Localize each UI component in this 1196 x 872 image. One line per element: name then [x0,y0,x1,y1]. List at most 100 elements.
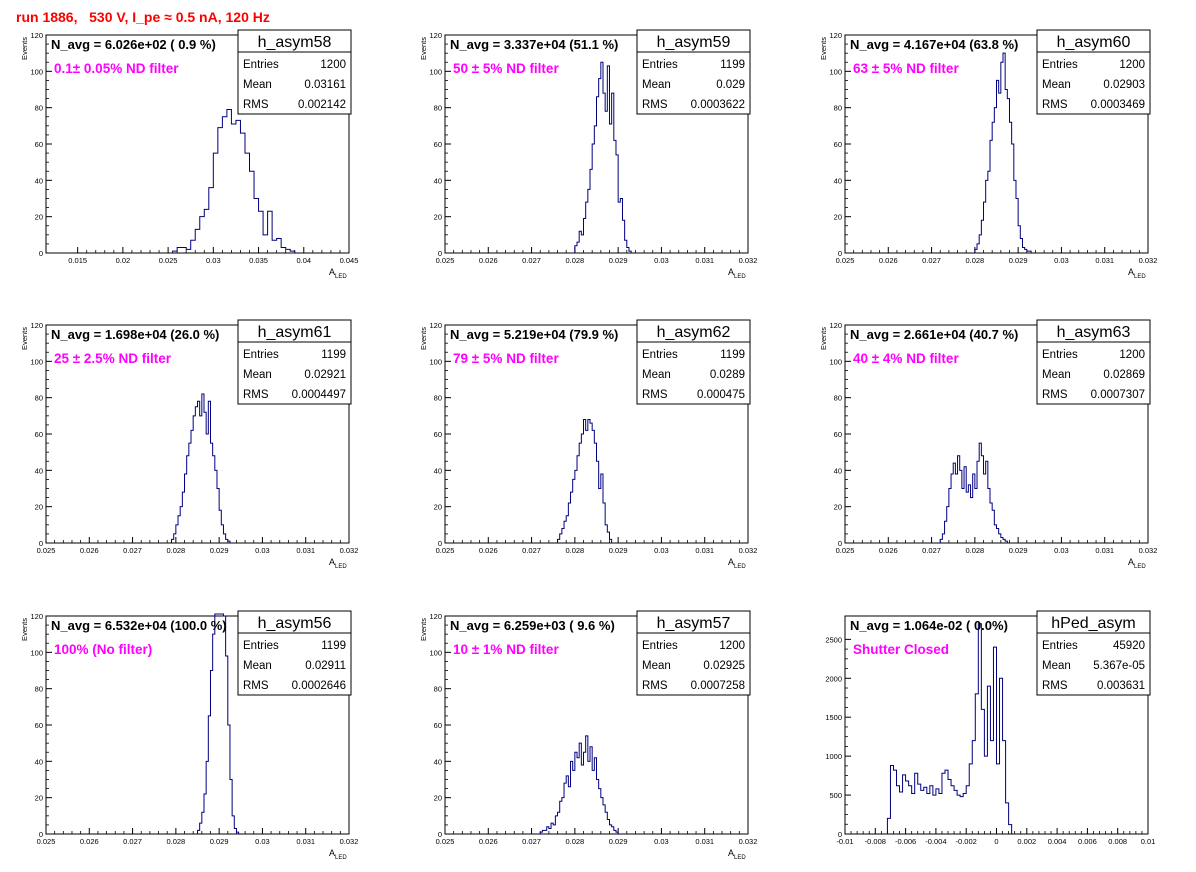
panel-h_asym59: 0.025 0.026 0.027 0.028 0.029 0.03 0.031 0.032 0… [419,29,757,280]
x-tick-label: 0.032 [739,546,758,555]
y-tick-label: 120 [30,321,43,330]
histogram-line [574,61,632,253]
stats-key: RMS [243,99,269,111]
y-tick-label: 60 [35,721,43,730]
y-axis-label: Events [419,327,428,350]
stats-key: Entries [243,640,279,652]
y-tick-label: 80 [834,104,842,113]
x-tick-label: 0.025 [436,837,455,846]
navg-label: N_avg = 4.167e+04 (63.8 %) [850,37,1018,52]
x-tick-label: 0.026 [879,256,898,265]
x-tick-label: 0.031 [695,837,714,846]
stats-value: 0.02921 [304,369,346,381]
x-axis-label: ALED [728,848,746,861]
y-tick-label: 120 [829,321,842,330]
y-tick-label: 80 [35,394,43,403]
y-tick-label: 0 [438,539,442,548]
stats-value: 1200 [1119,59,1145,71]
x-tick-label: 0.027 [522,837,541,846]
x-tick-label: 0.025 [836,256,855,265]
stats-value: 0.0007258 [691,680,745,692]
stats-key: Entries [1042,59,1078,71]
y-tick-label: 0 [39,249,43,258]
x-tick-label: -0.004 [925,837,946,846]
stats-box [1036,51,1151,115]
stats-key: Entries [243,349,279,361]
stats-key: Entries [642,640,678,652]
histogram-line [974,52,1032,253]
x-tick-label: 0.035 [249,256,268,265]
filter-label: 50 ± 5% ND filter [453,61,559,76]
stats-value: 0.0004497 [292,389,346,401]
x-tick-label: 0.045 [340,256,359,265]
filter-label: 40 ± 4% ND filter [853,351,959,366]
y-tick-label: 60 [834,140,842,149]
stats-key: RMS [1042,680,1068,692]
x-tick-label: 0.028 [965,546,984,555]
y-tick-label: 40 [834,176,842,185]
histogram-name: h_asym60 [1057,34,1131,51]
y-tick-label: 1000 [825,752,842,761]
y-axis-label: Events [20,618,29,641]
stats-value: 0.003631 [1097,680,1145,692]
stats-key: Entries [642,59,678,71]
x-tick-label: 0.026 [80,546,99,555]
x-tick-label: 0.025 [37,546,56,555]
x-tick-label: -0.006 [895,837,916,846]
panel-h_asym58: 0.015 0.02 0.025 0.03 0.035 0.04 0.045 0 20 40 60 8… [20,29,359,280]
x-tick-label: 0.028 [166,837,185,846]
stats-box [636,632,751,696]
x-tick-label: -0.002 [956,837,977,846]
y-tick-label: 0 [838,830,842,839]
y-axis-label: Events [20,327,29,350]
histogram-line [539,735,619,834]
navg-label: N_avg = 1.064e-02 ( 0.0%) [850,618,1008,633]
x-tick-label: 0.028 [565,837,584,846]
x-axis-label: ALED [329,848,347,861]
histogram-line [172,108,296,253]
y-tick-label: 120 [829,31,842,40]
histogram-line [171,393,231,543]
x-axis-label: ALED [1128,557,1146,570]
navg-label: N_avg = 1.698e+04 (26.0 %) [51,327,219,342]
x-tick-label: 0.004 [1048,837,1067,846]
x-tick-label: 0.029 [1009,546,1028,555]
stats-box [1036,632,1151,696]
stats-key: Mean [1042,79,1071,91]
run-title: run 1886, 530 V, I_pe ≈ 0.5 nA, 120 Hz [16,9,270,25]
stats-value: 1199 [720,59,745,71]
x-tick-label: 0.03 [1054,546,1069,555]
y-tick-label: 40 [35,757,43,766]
filter-label: 63 ± 5% ND filter [853,61,959,76]
stats-key: Mean [1042,369,1071,381]
x-tick-label: 0.026 [80,837,99,846]
y-tick-label: 100 [429,648,442,657]
y-axis-label: Events [819,327,828,350]
x-tick-label: 0.03 [255,837,270,846]
panel-h_asym62: 0.025 0.026 0.027 0.028 0.029 0.03 0.031 0.032 0… [419,319,758,570]
y-tick-label: 80 [834,394,842,403]
y-axis-label: Events [419,37,428,60]
x-tick-label: 0.002 [1017,837,1036,846]
y-tick-label: 100 [429,67,442,76]
x-tick-label: 0.026 [879,546,898,555]
y-tick-label: 0 [39,539,43,548]
x-tick-label: 0.028 [965,256,984,265]
stats-value: 1200 [320,59,346,71]
stats-key: Mean [243,660,272,672]
y-tick-label: 40 [434,176,442,185]
stats-value: 0.0289 [710,369,745,381]
stats-key: Mean [642,79,671,91]
y-tick-label: 20 [434,213,442,222]
x-tick-label: 0.025 [436,256,455,265]
x-tick-label: 0.025 [159,256,178,265]
stats-key: RMS [642,389,668,401]
stats-value: 1199 [720,349,745,361]
stats-key: Mean [243,369,272,381]
stats-key: RMS [243,389,269,401]
y-tick-label: 20 [434,503,442,512]
x-tick-label: 0.031 [296,837,315,846]
y-tick-label: 40 [35,466,43,475]
x-tick-label: 0.029 [210,546,229,555]
y-tick-label: 1500 [825,713,842,722]
